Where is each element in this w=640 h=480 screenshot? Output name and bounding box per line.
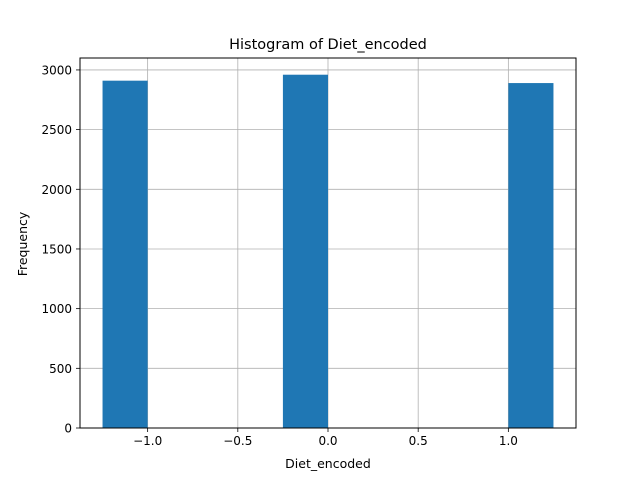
y-axis-ticks: 0 500 1000 1500 2000 2500 3000 bbox=[41, 63, 80, 436]
histogram-bars bbox=[102, 74, 554, 428]
histogram-bar bbox=[102, 80, 148, 428]
y-axis-label: Frequency bbox=[15, 211, 30, 276]
x-axis-ticks: −1.0 −0.5 0.0 0.5 1.0 bbox=[133, 428, 518, 448]
y-tick-label: 0 bbox=[64, 422, 72, 436]
y-tick-label: 2500 bbox=[41, 123, 72, 137]
x-tick-label: −1.0 bbox=[133, 434, 162, 448]
y-tick-label: 1500 bbox=[41, 242, 72, 256]
histogram-bar bbox=[282, 74, 328, 428]
y-tick-label: 3000 bbox=[41, 63, 72, 77]
y-tick-label: 500 bbox=[49, 362, 72, 376]
x-tick-label: 0.5 bbox=[409, 434, 428, 448]
chart-title: Histogram of Diet_encoded bbox=[229, 37, 427, 53]
x-axis-label: Diet_encoded bbox=[285, 456, 371, 471]
y-tick-label: 1000 bbox=[41, 302, 72, 316]
x-tick-label: −0.5 bbox=[223, 434, 252, 448]
y-tick-label: 2000 bbox=[41, 183, 72, 197]
x-tick-label: 1.0 bbox=[499, 434, 518, 448]
histogram-bar bbox=[508, 83, 554, 428]
x-tick-label: 0.0 bbox=[318, 434, 337, 448]
